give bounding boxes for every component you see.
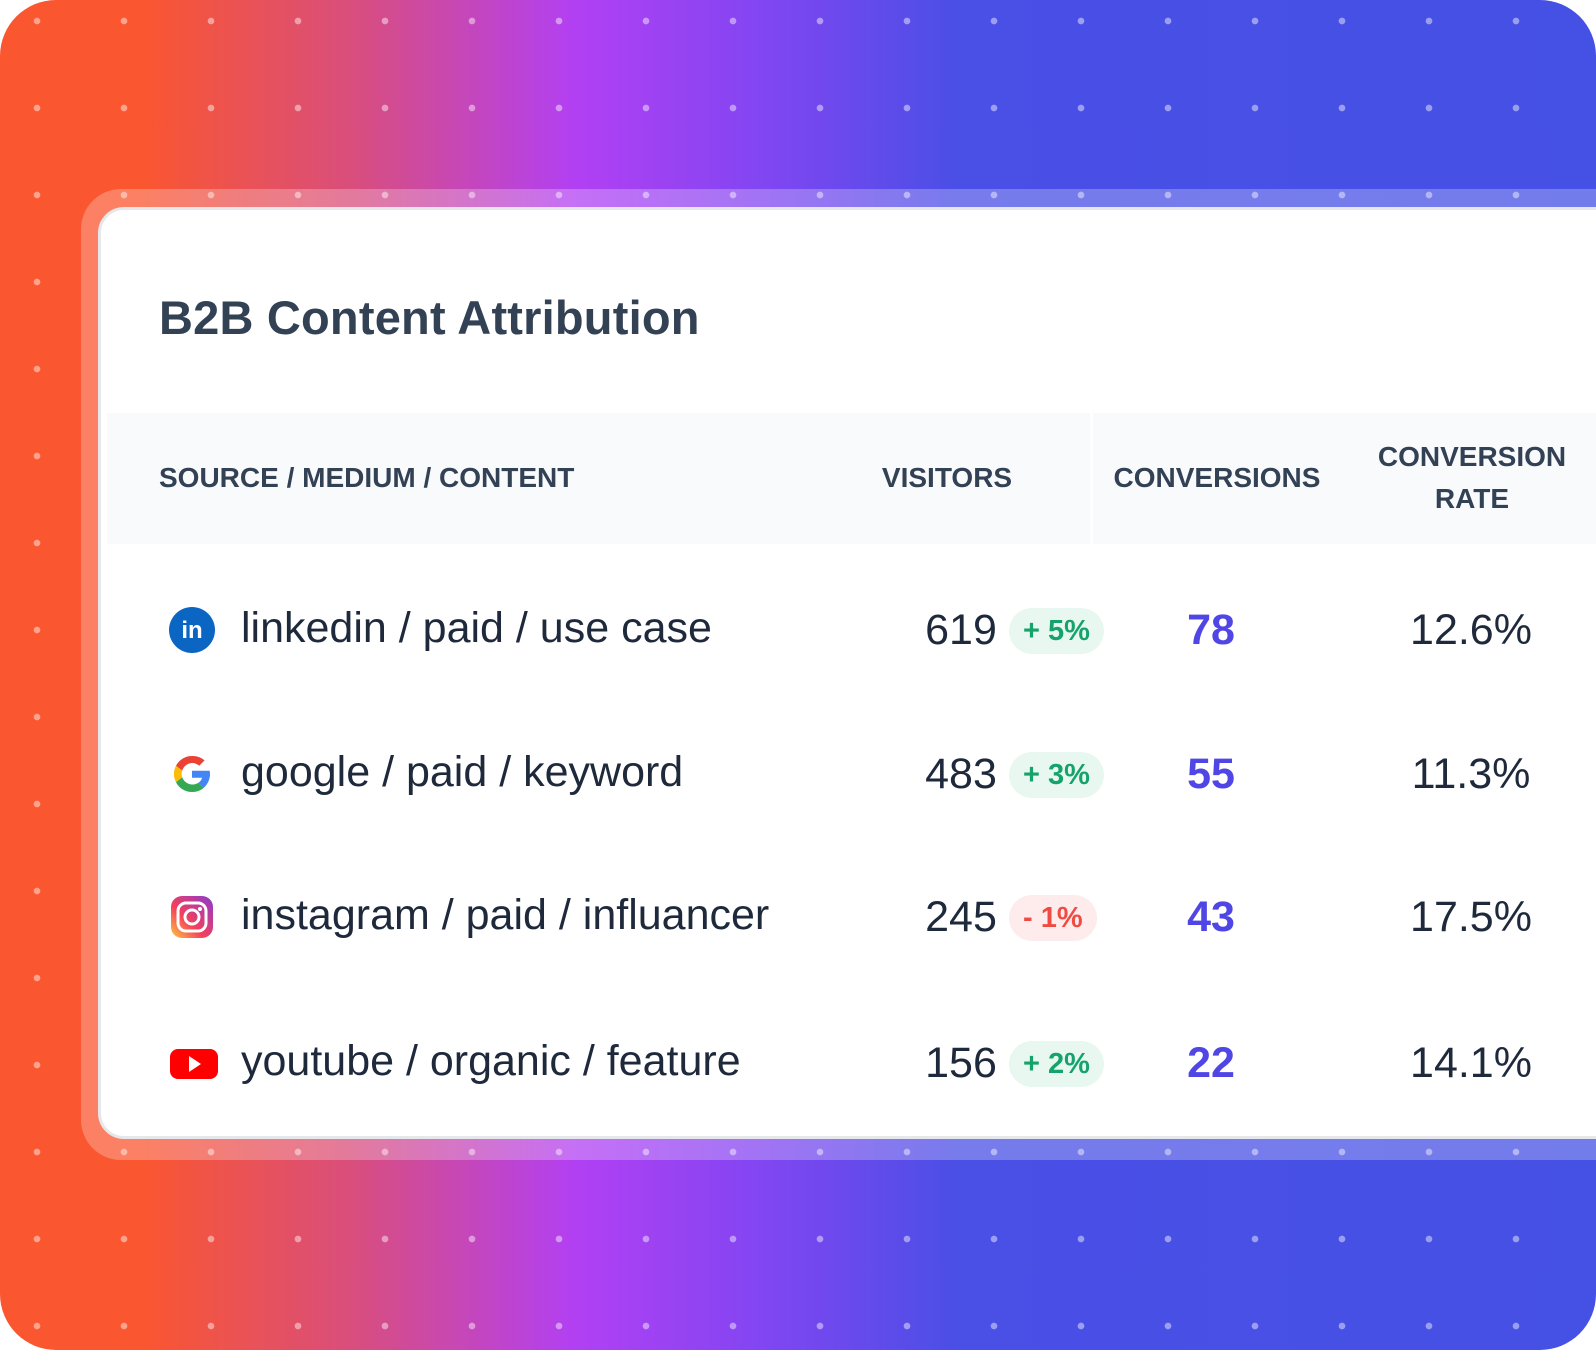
column-header-conversion-rate: CONVERSION RATE <box>1357 436 1587 520</box>
column-header-conversions: CONVERSIONS <box>1113 462 1321 493</box>
visitors-value: 156 <box>925 1039 997 1087</box>
source-label: linkedin / paid / use case <box>241 604 712 652</box>
change-badge: + 3% <box>1009 752 1104 798</box>
table-row[interactable]: instagram / paid / influancer 245 - 1% 4… <box>101 867 1596 967</box>
youtube-icon <box>169 1040 218 1086</box>
visitors-value: 245 <box>925 893 997 941</box>
conversions-value: 55 <box>1187 750 1235 798</box>
conversions-value: 78 <box>1187 606 1235 654</box>
source-label: google / paid / keyword <box>241 748 684 796</box>
visitors-value: 483 <box>925 750 997 798</box>
table-row[interactable]: google / paid / keyword 483 + 3% 55 11.3… <box>101 724 1596 824</box>
linkedin-icon: in <box>169 607 215 653</box>
table-row[interactable]: in linkedin / paid / use case 619 + 5% 7… <box>101 580 1596 680</box>
google-icon <box>169 751 215 797</box>
attribution-card: B2B Content Attribution SOURCE / MEDIUM … <box>98 207 1596 1139</box>
source-label: youtube / organic / feature <box>241 1037 741 1085</box>
change-badge: - 1% <box>1009 895 1097 941</box>
table-header: SOURCE / MEDIUM / CONTENT VISITORS CONVE… <box>107 413 1596 544</box>
visitors-value: 619 <box>925 606 997 654</box>
instagram-icon <box>169 894 215 940</box>
conversion-rate-value: 17.5% <box>1410 893 1532 941</box>
conversions-value: 43 <box>1187 893 1235 941</box>
conversions-value: 22 <box>1187 1039 1235 1087</box>
source-label: instagram / paid / influancer <box>241 891 770 939</box>
svg-text:in: in <box>181 617 202 644</box>
change-badge: + 2% <box>1009 1041 1104 1087</box>
conversion-rate-value: 11.3% <box>1411 750 1531 798</box>
table-row[interactable]: youtube / organic / feature 156 + 2% 22 … <box>101 1013 1596 1113</box>
change-badge: + 5% <box>1009 608 1104 654</box>
column-header-source: SOURCE / MEDIUM / CONTENT <box>159 462 575 493</box>
column-header-rate-line1: CONVERSION <box>1377 441 1567 472</box>
card-title: B2B Content Attribution <box>159 291 700 344</box>
column-header-visitors: VISITORS <box>881 462 1013 493</box>
column-header-rate-line2: RATE <box>1434 483 1510 514</box>
header-divider <box>1090 413 1093 544</box>
conversion-rate-value: 14.1% <box>1410 1039 1532 1087</box>
conversion-rate-value: 12.6% <box>1410 606 1532 654</box>
